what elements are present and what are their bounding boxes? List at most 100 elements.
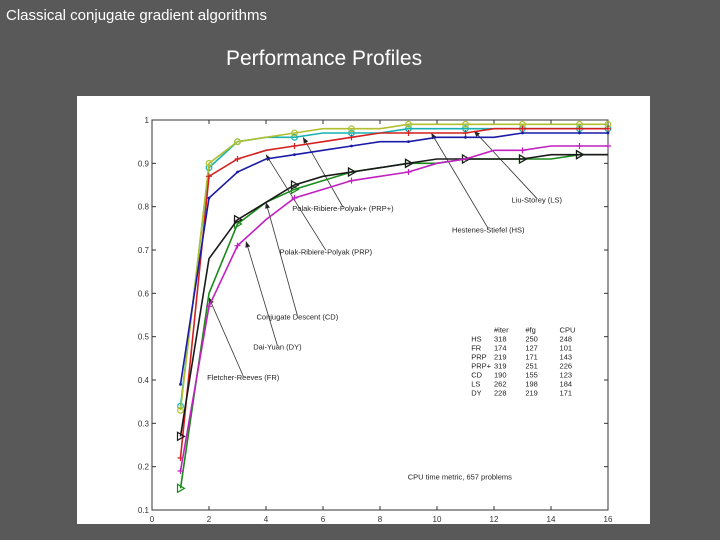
slide-title: Classical conjugate gradient algorithms (6, 7, 267, 24)
annotation-arrowhead (245, 241, 251, 248)
x-tick-label: 6 (321, 515, 326, 524)
table-row-label: HS (471, 334, 481, 343)
table-cell: 219 (525, 388, 538, 397)
data-point (207, 196, 211, 200)
series-line (179, 127, 608, 459)
annotation-label: Conjugate Descent (CD) (256, 312, 338, 321)
annotation-label: Polak-Ribiere-Polyak (PRP) (280, 247, 373, 256)
data-point (234, 242, 241, 249)
annotation-arrow-line (245, 241, 278, 346)
data-point (350, 144, 353, 148)
y-tick-label: 1 (145, 116, 150, 125)
table-cell: 123 (560, 370, 573, 379)
data-point (177, 406, 184, 414)
x-tick-label: 12 (490, 515, 499, 524)
data-point (234, 156, 241, 162)
data-point (205, 159, 213, 167)
table-cell: 250 (525, 334, 538, 343)
x-tick-label: 2 (207, 515, 212, 524)
data-point (176, 483, 186, 494)
table-cell: 190 (494, 370, 507, 379)
annotation-arrow-line (302, 137, 344, 208)
data-point (405, 169, 412, 175)
table-cell: 171 (525, 352, 538, 361)
plot-frame (151, 119, 609, 511)
data-point (405, 130, 412, 136)
annotation-arrow-line (265, 154, 327, 251)
annotation-arrowhead (474, 130, 480, 137)
data-point (405, 120, 412, 128)
series-line (179, 145, 608, 472)
table-cell: 228 (494, 388, 507, 397)
table-cell: 319 (494, 361, 507, 370)
table-header: #iter (494, 325, 509, 334)
data-point (177, 468, 184, 474)
data-point (578, 131, 581, 135)
data-point (576, 125, 583, 132)
data-point (521, 131, 524, 135)
y-tick-label: 0.8 (138, 203, 150, 212)
annotation-arrowhead (303, 137, 309, 144)
data-point (519, 125, 526, 132)
data-point (291, 133, 298, 141)
data-point (234, 138, 241, 146)
table-cell: 318 (494, 334, 507, 343)
annotation-arrow-line (265, 202, 298, 316)
chart-figure: 0 2 4 6 8 10 12 14 16 0.1 0.2 0.3 0.4 0.5 0.6 0.7 0.8 0.9… (77, 96, 650, 524)
table-cell: 226 (560, 361, 573, 370)
data-point (576, 143, 583, 149)
data-point (347, 166, 357, 178)
data-point (462, 130, 469, 136)
table-row-label: FR (471, 343, 482, 352)
data-point (575, 149, 585, 160)
y-tick-label: 0.5 (138, 333, 150, 342)
table-cell: 174 (494, 343, 507, 352)
data-point (462, 120, 469, 128)
table-cell: 101 (560, 343, 573, 352)
y-tick-label: 0.1 (138, 506, 150, 515)
y-tick-label: 0.4 (138, 376, 150, 385)
data-point (179, 382, 182, 386)
y-tick-label: 0.3 (138, 419, 150, 428)
data-point (464, 135, 467, 139)
slide-subtitle: Performance Profiles (226, 47, 423, 70)
annotation-label: Dai-Yuan (DY) (253, 343, 302, 352)
table-row-label: CD (471, 370, 482, 379)
table-cell: 143 (560, 352, 573, 361)
data-point (291, 143, 298, 149)
data-point (206, 173, 212, 180)
data-point (404, 158, 414, 169)
data-point (462, 156, 469, 162)
y-tick-label: 0.6 (138, 289, 150, 298)
annotation-label: Polak-Ribiere-Polyak+ (PRP+) (292, 204, 394, 213)
series-line (179, 127, 608, 407)
data-point (348, 134, 355, 141)
data-point (519, 147, 526, 154)
y-tick-label: 0.7 (138, 246, 150, 255)
table-row-label: PRP (471, 352, 486, 361)
annotation-arrow-line (430, 132, 489, 229)
data-point (206, 303, 212, 310)
annotation-arrow-line (208, 297, 244, 377)
table-header: CPU (560, 325, 576, 334)
table-cell: 251 (525, 361, 538, 370)
annotation-label: Fletcher-Reeves (FR) (207, 373, 280, 382)
x-tick-label: 8 (378, 515, 383, 524)
data-point (291, 195, 298, 201)
x-tick-label: 10 (433, 515, 442, 524)
data-point (518, 153, 528, 165)
table-cell: 184 (560, 379, 573, 388)
table-row-label: PRP+ (471, 361, 491, 370)
y-tick-label: 0.2 (138, 463, 150, 472)
table-header: #fg (525, 325, 535, 334)
table-cell: 262 (494, 379, 507, 388)
table-cell: 248 (560, 334, 573, 343)
table-cell: 127 (525, 343, 538, 352)
data-point (290, 179, 300, 191)
annotation-arrow-line (473, 130, 538, 199)
annotation-label: Liu-Storey (LS) (512, 195, 563, 204)
annotation-arrowhead (265, 202, 271, 209)
y-tick-label: 0.9 (138, 159, 150, 168)
table-cell: 171 (560, 388, 573, 397)
table-row-label: LS (471, 379, 480, 388)
